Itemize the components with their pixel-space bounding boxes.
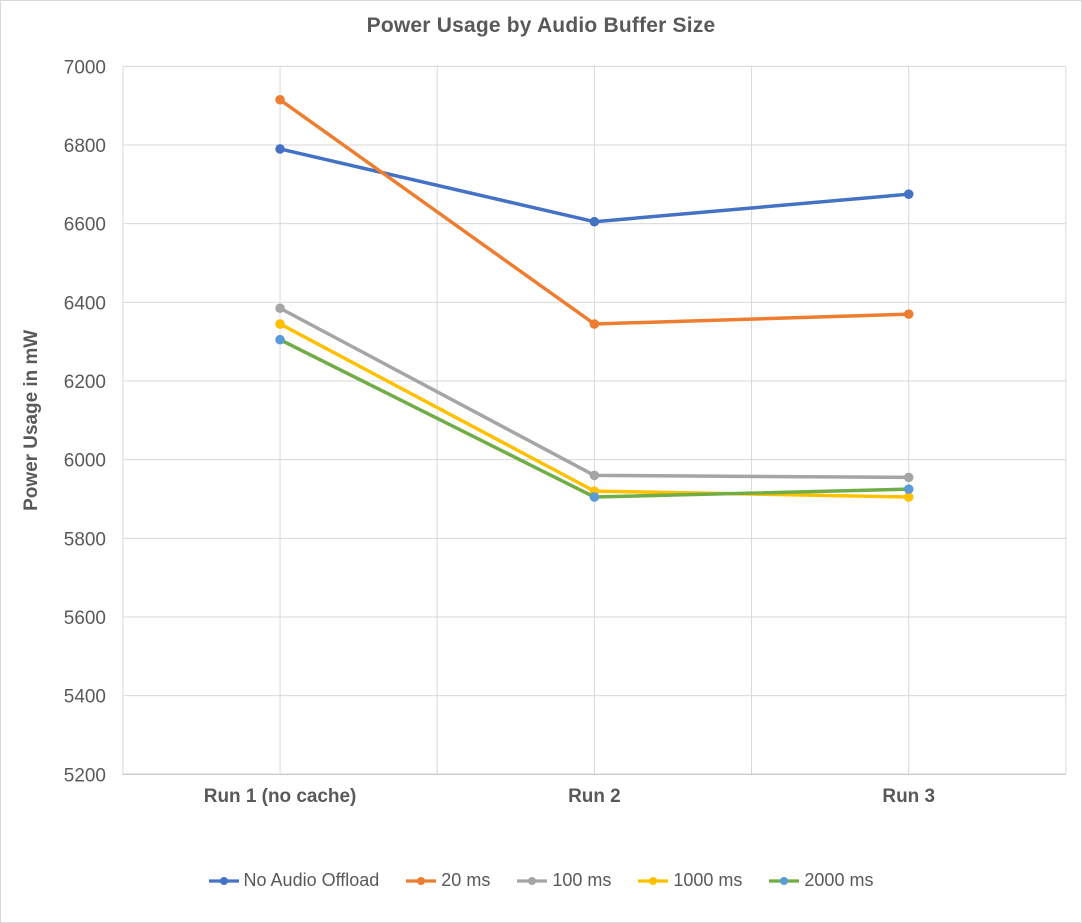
y-axis-tick-label: 6800 bbox=[64, 136, 106, 157]
legend-marker-icon bbox=[417, 876, 426, 885]
chart-title: Power Usage by Audio Buffer Size bbox=[366, 14, 716, 37]
y-axis-tick-label: 6200 bbox=[64, 372, 106, 393]
legend-item-no-audio-offload: No Audio Offload bbox=[208, 870, 380, 891]
legend-item-20-ms: 20 ms bbox=[406, 870, 490, 891]
y-axis-tick-label: 6000 bbox=[64, 451, 106, 472]
data-point-marker-20-ms bbox=[589, 319, 600, 329]
legend-swatch-20-ms bbox=[406, 876, 437, 885]
data-point-marker-no-audio-offload bbox=[589, 216, 600, 227]
legend: No Audio Offload 20 ms 100 ms 1000 ms 2000 m… bbox=[1, 870, 1081, 891]
data-point-marker-20-ms bbox=[903, 309, 914, 319]
data-point-marker-100-ms bbox=[903, 472, 914, 483]
data-point-marker-1000-ms bbox=[275, 319, 285, 329]
legend-label: No Audio Offload bbox=[243, 870, 380, 890]
y-axis-tick-label: 7000 bbox=[64, 57, 106, 78]
y-axis-title: Power Usage in mW bbox=[21, 330, 42, 511]
legend-label: 2000 ms bbox=[804, 870, 874, 890]
y-axis-tick-label: 6400 bbox=[64, 293, 106, 314]
legend-label: 20 ms bbox=[441, 870, 491, 890]
legend-swatch-no-audio-offload bbox=[208, 876, 239, 885]
legend-marker-icon bbox=[649, 876, 658, 885]
legend-marker-icon bbox=[528, 876, 537, 885]
legend-swatch-1000-ms bbox=[638, 876, 669, 885]
legend-item-100-ms: 100 ms bbox=[517, 870, 611, 891]
data-point-marker-2000-ms bbox=[275, 334, 285, 345]
data-point-marker-100-ms bbox=[275, 303, 285, 314]
x-axis-category-label: Run 1 (no cache) bbox=[204, 786, 357, 807]
y-axis-tick-label: 5200 bbox=[64, 765, 106, 786]
data-point-marker-1000-ms bbox=[903, 492, 914, 502]
data-point-marker-20-ms bbox=[275, 95, 285, 105]
y-axis-tick-label: 5400 bbox=[64, 687, 106, 708]
y-axis-tick-label: 6600 bbox=[64, 215, 106, 236]
data-point-marker-2000-ms bbox=[903, 484, 914, 494]
x-axis-category-label: Run 2 bbox=[568, 786, 621, 807]
legend-swatch-100-ms bbox=[517, 876, 548, 885]
data-point-marker-no-audio-offload bbox=[903, 189, 914, 199]
legend-item-2000-ms: 2000 ms bbox=[769, 870, 873, 891]
y-axis-tick-label: 5600 bbox=[64, 608, 106, 629]
data-point-marker-2000-ms bbox=[589, 492, 600, 502]
legend-label: 1000 ms bbox=[673, 870, 743, 890]
legend-marker-icon bbox=[219, 876, 228, 885]
data-point-marker-no-audio-offload bbox=[275, 144, 285, 154]
x-axis-category-label: Run 3 bbox=[882, 786, 935, 807]
y-axis-tick-label: 5800 bbox=[64, 529, 106, 550]
legend-item-1000-ms: 1000 ms bbox=[638, 870, 742, 891]
legend-marker-icon bbox=[780, 876, 789, 885]
legend-swatch-2000-ms bbox=[769, 876, 800, 885]
data-point-marker-100-ms bbox=[589, 470, 600, 481]
legend-label: 100 ms bbox=[552, 870, 612, 890]
